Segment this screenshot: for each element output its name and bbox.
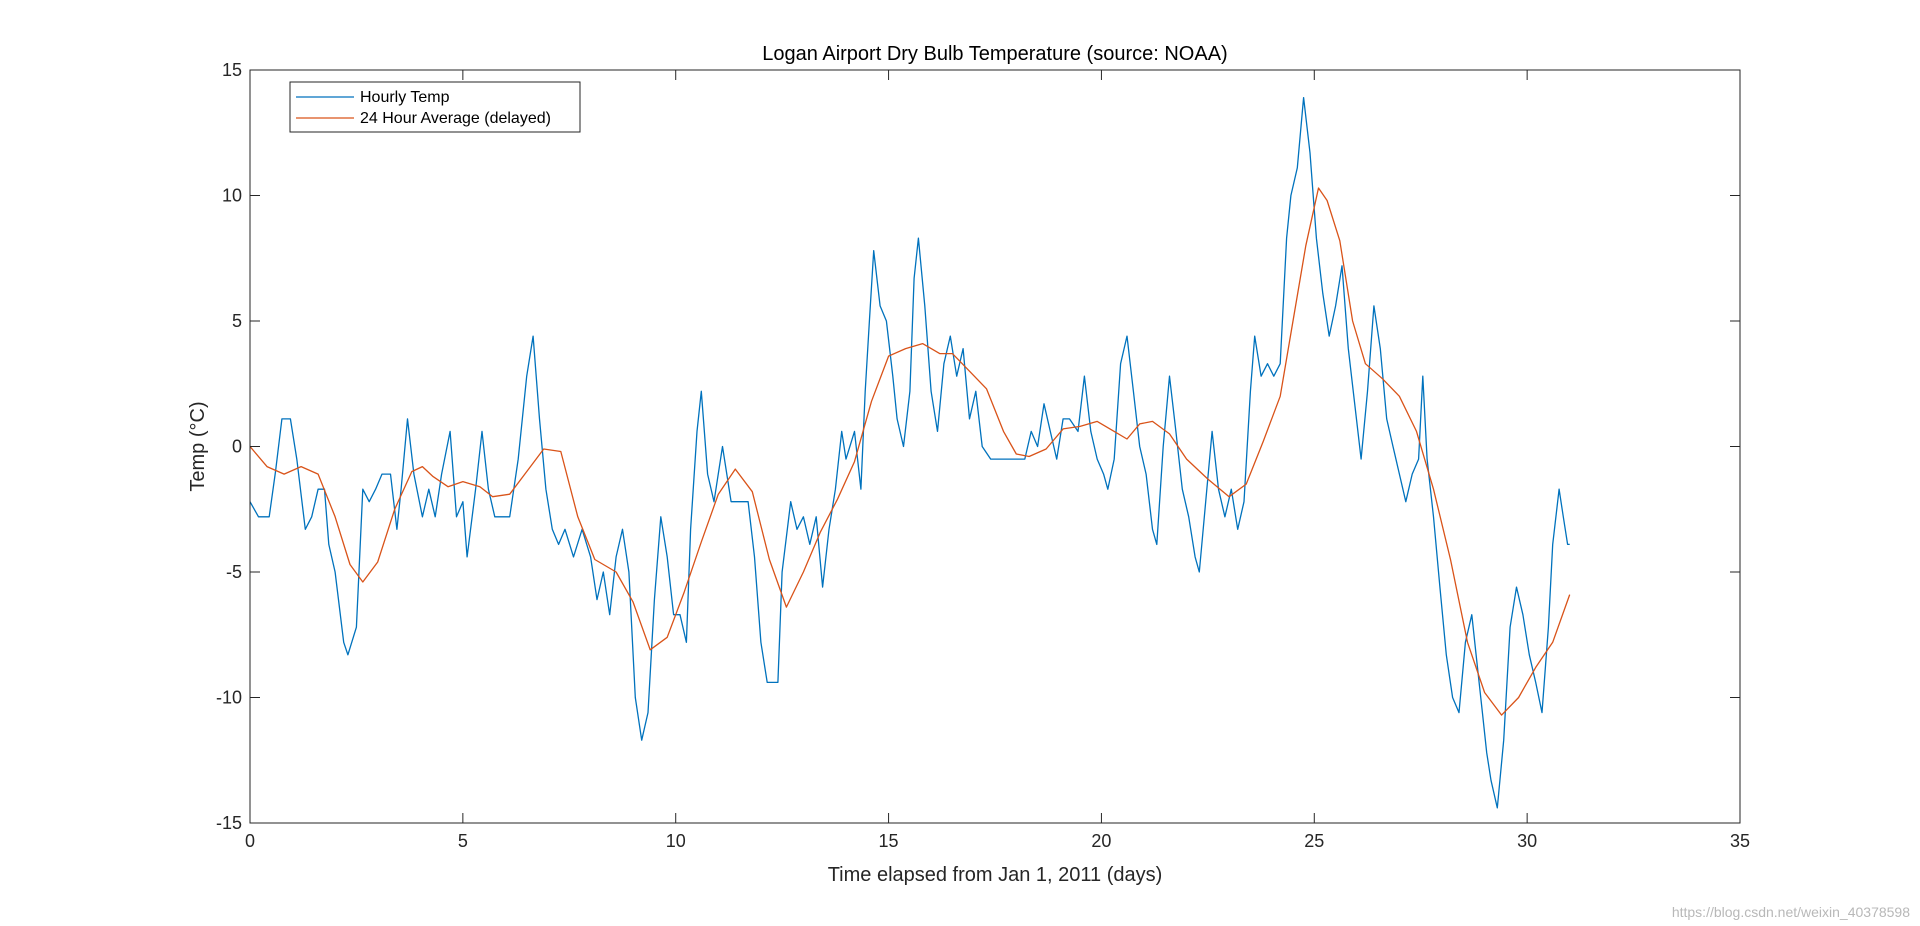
legend-label-hourly-temp: Hourly Temp bbox=[360, 89, 450, 106]
y-tick-label: 15 bbox=[222, 60, 242, 80]
tick-marks bbox=[249, 69, 1741, 824]
x-axis-title: Time elapsed from Jan 1, 2011 (days) bbox=[828, 864, 1163, 886]
x-tick-label: 15 bbox=[879, 831, 899, 851]
x-tick-label: 5 bbox=[458, 831, 468, 851]
y-axis-title: Temp (°C) bbox=[187, 401, 209, 491]
x-tick-label: 25 bbox=[1304, 831, 1324, 851]
y-tick-label: 5 bbox=[232, 311, 242, 331]
series-line-24-hour-average-delayed bbox=[249, 187, 1571, 716]
x-tick-label: 20 bbox=[1091, 831, 1111, 851]
y-tick-label: -10 bbox=[216, 688, 242, 708]
x-tick-labels: 0 5 10 15 20 25 30 35 bbox=[245, 831, 1750, 851]
x-tick-label: 10 bbox=[666, 831, 686, 851]
x-tick-label: 0 bbox=[245, 831, 255, 851]
y-tick-label: -15 bbox=[216, 813, 242, 833]
y-tick-label: -5 bbox=[226, 562, 242, 582]
series-layer bbox=[249, 96, 1571, 809]
y-tick-label: 10 bbox=[222, 186, 242, 206]
legend: Hourly Temp 24 Hour Average (delayed) bbox=[289, 81, 581, 133]
watermark-text: https://blog.csdn.net/weixin_40378598 bbox=[1671, 904, 1910, 920]
series-line-hourly-temp bbox=[249, 96, 1570, 809]
chart-title: Logan Airport Dry Bulb Temperature (sour… bbox=[762, 43, 1227, 65]
legend-box bbox=[289, 81, 581, 133]
y-tick-labels: -15 -10 -5 0 5 10 15 bbox=[216, 60, 242, 833]
plot-area bbox=[250, 70, 1740, 823]
x-tick-label: 30 bbox=[1517, 831, 1537, 851]
y-tick-label: 0 bbox=[232, 437, 242, 457]
x-tick-label: 35 bbox=[1730, 831, 1750, 851]
legend-label-24-hour-average: 24 Hour Average (delayed) bbox=[360, 110, 551, 127]
